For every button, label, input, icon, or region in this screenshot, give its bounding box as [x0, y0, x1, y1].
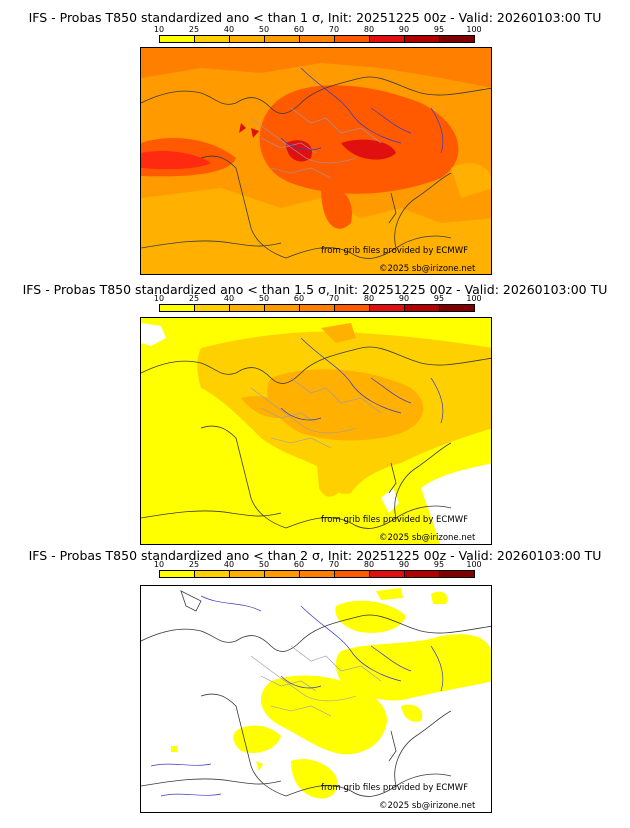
- credit-source: from grib files provided by ECMWF: [321, 515, 468, 525]
- colorbar-ticks: 10 25 40 50 60 70 80 90 95 100: [151, 294, 491, 303]
- tick-label: 90: [398, 294, 410, 303]
- map-1-5sigma: from grib files provided by ECMWF ©2025 …: [140, 317, 492, 545]
- colorbar-swatch: [370, 571, 405, 577]
- tick-label: 80: [363, 25, 375, 34]
- tick-label: 60: [293, 25, 305, 34]
- colorbar: [159, 304, 475, 312]
- tick-label: 50: [258, 25, 270, 34]
- map-image: [141, 318, 491, 544]
- colorbar-swatch: [265, 571, 300, 577]
- colorbar-swatch: [335, 36, 370, 42]
- tick-label: 10: [153, 294, 165, 303]
- map-image: [141, 586, 491, 812]
- colorbar-swatch: [370, 305, 405, 311]
- tick-label: 100: [466, 294, 482, 303]
- colorbar-swatch: [440, 305, 474, 311]
- credit-copyright: ©2025 sb@irizone.net: [379, 533, 476, 543]
- tick-label: 40: [223, 25, 235, 34]
- tick-label: 10: [153, 560, 165, 569]
- colorbar-ticks: 10 25 40 50 60 70 80 90 95 100: [151, 560, 491, 569]
- tick-label: 95: [433, 560, 445, 569]
- tick-label: 70: [328, 25, 340, 34]
- tick-label: 80: [363, 560, 375, 569]
- colorbar-swatch: [335, 305, 370, 311]
- colorbar-swatch: [160, 305, 195, 311]
- tick-label: 90: [398, 25, 410, 34]
- colorbar-swatch: [300, 36, 335, 42]
- map-image: [141, 48, 491, 274]
- panel-title: IFS - Probas T850 standardized ano < tha…: [22, 282, 608, 297]
- colorbar-swatch: [405, 36, 440, 42]
- panel-1sigma: IFS - Probas T850 standardized ano < tha…: [0, 0, 630, 278]
- tick-label: 25: [188, 560, 200, 569]
- colorbar: [159, 35, 475, 43]
- colorbar-swatch: [195, 36, 230, 42]
- colorbar-swatch: [405, 305, 440, 311]
- colorbar-ticks: 10 25 40 50 60 70 80 90 95 100: [151, 25, 491, 34]
- tick-label: 10: [153, 25, 165, 34]
- tick-label: 40: [223, 560, 235, 569]
- panel-2sigma: IFS - Probas T850 standardized ano < tha…: [0, 545, 630, 828]
- tick-label: 50: [258, 560, 270, 569]
- tick-label: 60: [293, 560, 305, 569]
- tick-label: 60: [293, 294, 305, 303]
- tick-label: 70: [328, 560, 340, 569]
- tick-label: 95: [433, 25, 445, 34]
- tick-label: 50: [258, 294, 270, 303]
- colorbar-swatch: [230, 305, 265, 311]
- tick-label: 25: [188, 294, 200, 303]
- colorbar-swatch: [160, 571, 195, 577]
- panel-title: IFS - Probas T850 standardized ano < tha…: [28, 548, 602, 563]
- credit-source: from grib files provided by ECMWF: [321, 783, 468, 793]
- credit-source: from grib files provided by ECMWF: [321, 246, 468, 256]
- map-1sigma: from grib files provided by ECMWF ©2025 …: [140, 47, 492, 275]
- tick-label: 70: [328, 294, 340, 303]
- map-2sigma: from grib files provided by ECMWF ©2025 …: [140, 585, 492, 813]
- panel-1-5sigma: IFS - Probas T850 standardized ano < tha…: [0, 276, 630, 548]
- tick-label: 80: [363, 294, 375, 303]
- colorbar-swatch: [405, 571, 440, 577]
- colorbar: [159, 570, 475, 578]
- colorbar-swatch: [230, 36, 265, 42]
- colorbar-swatch: [230, 571, 265, 577]
- colorbar-swatch: [265, 305, 300, 311]
- colorbar-swatch: [300, 305, 335, 311]
- colorbar-swatch: [300, 571, 335, 577]
- colorbar-swatch: [370, 36, 405, 42]
- credit-copyright: ©2025 sb@irizone.net: [379, 264, 476, 274]
- colorbar-swatch: [440, 571, 474, 577]
- colorbar-swatch: [195, 305, 230, 311]
- tick-label: 90: [398, 560, 410, 569]
- tick-label: 40: [223, 294, 235, 303]
- tick-label: 100: [466, 560, 482, 569]
- colorbar-swatch: [195, 571, 230, 577]
- colorbar-swatch: [265, 36, 300, 42]
- panel-title: IFS - Probas T850 standardized ano < tha…: [28, 10, 602, 25]
- tick-label: 95: [433, 294, 445, 303]
- colorbar-swatch: [160, 36, 195, 42]
- colorbar-swatch: [335, 571, 370, 577]
- tick-label: 100: [466, 25, 482, 34]
- tick-label: 25: [188, 25, 200, 34]
- credit-copyright: ©2025 sb@irizone.net: [379, 801, 476, 811]
- colorbar-swatch: [440, 36, 474, 42]
